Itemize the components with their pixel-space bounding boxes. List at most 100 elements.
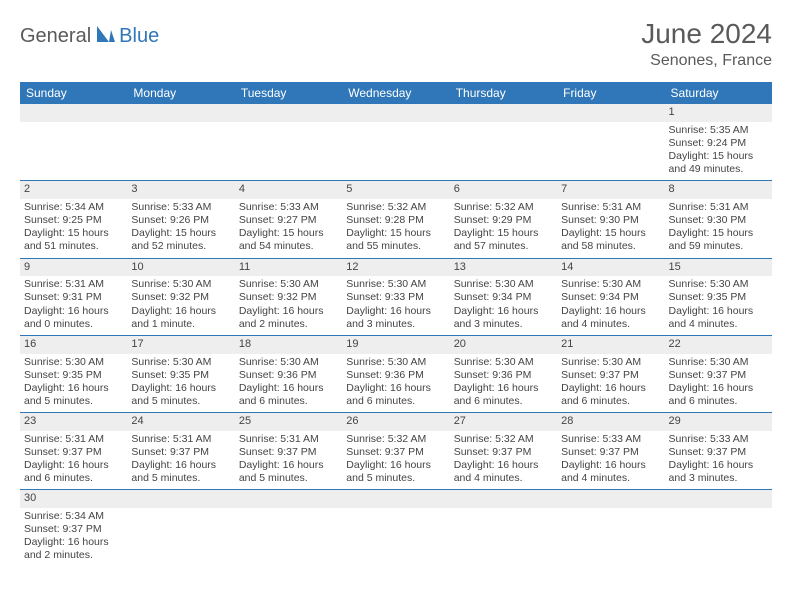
daylight-text: Daylight: 16 hours: [131, 305, 230, 318]
daylight-text: and 59 minutes.: [669, 240, 768, 253]
daylight-text: Daylight: 16 hours: [239, 305, 338, 318]
calendar-cell: [127, 104, 234, 181]
daylight-text: and 58 minutes.: [561, 240, 660, 253]
day-body: Sunrise: 5:30 AMSunset: 9:36 PMDaylight:…: [342, 354, 449, 413]
day-number: 24: [127, 413, 234, 431]
day-number: 6: [450, 181, 557, 199]
sunset-text: Sunset: 9:34 PM: [561, 291, 660, 304]
calendar-week-row: 23Sunrise: 5:31 AMSunset: 9:37 PMDayligh…: [20, 413, 772, 490]
daylight-text: Daylight: 16 hours: [454, 459, 553, 472]
sunset-text: Sunset: 9:30 PM: [561, 214, 660, 227]
sunrise-text: Sunrise: 5:30 AM: [454, 356, 553, 369]
calendar-cell: 25Sunrise: 5:31 AMSunset: 9:37 PMDayligh…: [235, 413, 342, 490]
sunset-text: Sunset: 9:26 PM: [131, 214, 230, 227]
col-tuesday: Tuesday: [235, 82, 342, 104]
daylight-text: Daylight: 16 hours: [24, 305, 123, 318]
calendar-cell: 28Sunrise: 5:33 AMSunset: 9:37 PMDayligh…: [557, 413, 664, 490]
daylight-text: and 6 minutes.: [561, 395, 660, 408]
sunrise-text: Sunrise: 5:35 AM: [669, 124, 768, 137]
sunrise-text: Sunrise: 5:32 AM: [346, 201, 445, 214]
day-body: Sunrise: 5:31 AMSunset: 9:37 PMDaylight:…: [127, 431, 234, 490]
sunrise-text: Sunrise: 5:33 AM: [669, 433, 768, 446]
day-body: Sunrise: 5:31 AMSunset: 9:37 PMDaylight:…: [235, 431, 342, 490]
calendar-cell: [342, 104, 449, 181]
calendar-cell: 22Sunrise: 5:30 AMSunset: 9:37 PMDayligh…: [665, 335, 772, 412]
daylight-text: Daylight: 16 hours: [669, 305, 768, 318]
calendar-cell: 4Sunrise: 5:33 AMSunset: 9:27 PMDaylight…: [235, 181, 342, 258]
location-label: Senones, France: [641, 52, 772, 70]
day-number: 1: [665, 104, 772, 122]
calendar-cell: 18Sunrise: 5:30 AMSunset: 9:36 PMDayligh…: [235, 335, 342, 412]
daylight-text: and 52 minutes.: [131, 240, 230, 253]
day-body: Sunrise: 5:30 AMSunset: 9:32 PMDaylight:…: [235, 276, 342, 335]
sunset-text: Sunset: 9:31 PM: [24, 291, 123, 304]
calendar-week-row: 16Sunrise: 5:30 AMSunset: 9:35 PMDayligh…: [20, 335, 772, 412]
col-wednesday: Wednesday: [342, 82, 449, 104]
sunrise-text: Sunrise: 5:30 AM: [131, 356, 230, 369]
calendar-cell: 29Sunrise: 5:33 AMSunset: 9:37 PMDayligh…: [665, 413, 772, 490]
day-number-empty: [342, 490, 449, 508]
calendar-cell: 5Sunrise: 5:32 AMSunset: 9:28 PMDaylight…: [342, 181, 449, 258]
day-number: 26: [342, 413, 449, 431]
day-body: Sunrise: 5:33 AMSunset: 9:26 PMDaylight:…: [127, 199, 234, 258]
daylight-text: Daylight: 15 hours: [669, 227, 768, 240]
sunset-text: Sunset: 9:37 PM: [669, 369, 768, 382]
sunrise-text: Sunrise: 5:31 AM: [669, 201, 768, 214]
daylight-text: and 6 minutes.: [239, 395, 338, 408]
daylight-text: Daylight: 16 hours: [561, 459, 660, 472]
col-monday: Monday: [127, 82, 234, 104]
sunset-text: Sunset: 9:33 PM: [346, 291, 445, 304]
calendar-week-row: 30Sunrise: 5:34 AMSunset: 9:37 PMDayligh…: [20, 490, 772, 567]
daylight-text: Daylight: 16 hours: [346, 382, 445, 395]
sunrise-text: Sunrise: 5:31 AM: [561, 201, 660, 214]
daylight-text: and 4 minutes.: [669, 318, 768, 331]
daylight-text: Daylight: 16 hours: [131, 382, 230, 395]
day-number: 14: [557, 259, 664, 277]
sunset-text: Sunset: 9:28 PM: [346, 214, 445, 227]
sunrise-text: Sunrise: 5:30 AM: [131, 278, 230, 291]
daylight-text: and 4 minutes.: [561, 472, 660, 485]
sunset-text: Sunset: 9:37 PM: [561, 369, 660, 382]
sunrise-text: Sunrise: 5:33 AM: [131, 201, 230, 214]
col-saturday: Saturday: [665, 82, 772, 104]
day-body: Sunrise: 5:32 AMSunset: 9:29 PMDaylight:…: [450, 199, 557, 258]
calendar-cell: [235, 490, 342, 567]
day-number: 28: [557, 413, 664, 431]
daylight-text: and 3 minutes.: [346, 318, 445, 331]
sunrise-text: Sunrise: 5:31 AM: [24, 433, 123, 446]
header: General Blue June 2024 Senones, France: [20, 18, 772, 70]
day-number: 9: [20, 259, 127, 277]
calendar-cell: [127, 490, 234, 567]
day-body: Sunrise: 5:30 AMSunset: 9:37 PMDaylight:…: [557, 354, 664, 413]
daylight-text: and 0 minutes.: [24, 318, 123, 331]
daylight-text: and 3 minutes.: [669, 472, 768, 485]
day-number: 21: [557, 336, 664, 354]
day-number: 7: [557, 181, 664, 199]
sunrise-text: Sunrise: 5:31 AM: [24, 278, 123, 291]
daylight-text: Daylight: 16 hours: [346, 459, 445, 472]
day-number: 25: [235, 413, 342, 431]
day-body: Sunrise: 5:34 AMSunset: 9:25 PMDaylight:…: [20, 199, 127, 258]
sunset-text: Sunset: 9:24 PM: [669, 137, 768, 150]
sunrise-text: Sunrise: 5:30 AM: [669, 278, 768, 291]
daylight-text: Daylight: 16 hours: [239, 382, 338, 395]
sunrise-text: Sunrise: 5:30 AM: [561, 356, 660, 369]
day-number-empty: [235, 490, 342, 508]
calendar-table: Sunday Monday Tuesday Wednesday Thursday…: [20, 82, 772, 567]
sunset-text: Sunset: 9:25 PM: [24, 214, 123, 227]
sunset-text: Sunset: 9:37 PM: [24, 523, 123, 536]
calendar-cell: 16Sunrise: 5:30 AMSunset: 9:35 PMDayligh…: [20, 335, 127, 412]
day-body: Sunrise: 5:30 AMSunset: 9:36 PMDaylight:…: [450, 354, 557, 413]
day-number: 29: [665, 413, 772, 431]
sunset-text: Sunset: 9:36 PM: [239, 369, 338, 382]
day-number-empty: [557, 104, 664, 122]
logo: General Blue: [20, 18, 159, 49]
sunset-text: Sunset: 9:36 PM: [454, 369, 553, 382]
day-body: Sunrise: 5:32 AMSunset: 9:37 PMDaylight:…: [342, 431, 449, 490]
calendar-cell: 3Sunrise: 5:33 AMSunset: 9:26 PMDaylight…: [127, 181, 234, 258]
calendar-week-row: 2Sunrise: 5:34 AMSunset: 9:25 PMDaylight…: [20, 181, 772, 258]
day-body: Sunrise: 5:30 AMSunset: 9:34 PMDaylight:…: [450, 276, 557, 335]
daylight-text: Daylight: 15 hours: [131, 227, 230, 240]
day-body: Sunrise: 5:30 AMSunset: 9:34 PMDaylight:…: [557, 276, 664, 335]
daylight-text: Daylight: 16 hours: [454, 305, 553, 318]
